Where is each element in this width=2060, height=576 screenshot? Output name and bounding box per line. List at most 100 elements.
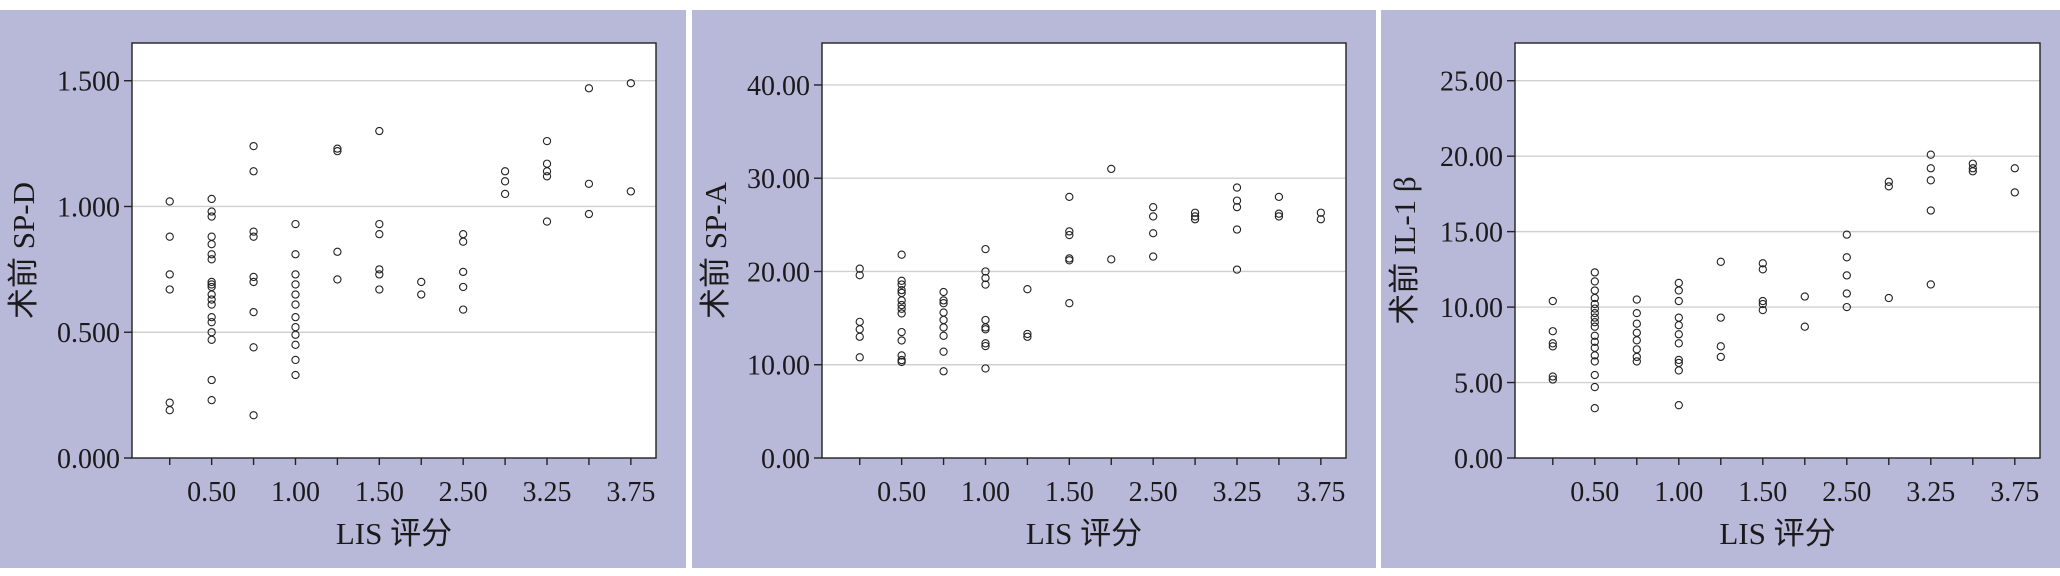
- x-tick-label: 3.75: [1990, 477, 2039, 508]
- data-point: [1316, 208, 1325, 217]
- data-point: [1842, 302, 1851, 312]
- data-point: [1884, 293, 1893, 303]
- data-point: [1149, 212, 1158, 221]
- data-point: [207, 280, 216, 289]
- data-point: [1590, 331, 1599, 340]
- x-tick-label: 1.00: [271, 477, 320, 508]
- plot-area: [1515, 43, 2040, 458]
- data-point: [1590, 313, 1599, 322]
- data-point: [981, 339, 990, 348]
- data-point: [207, 318, 216, 327]
- y-tick-label: 0.00: [1454, 444, 1503, 475]
- data-point: [1842, 230, 1851, 239]
- data-point: [1548, 342, 1557, 351]
- data-point: [1065, 227, 1074, 236]
- data-point: [249, 343, 258, 352]
- data-point: [1548, 372, 1557, 381]
- y-tick-label: 1.000: [57, 192, 120, 223]
- data-point: [1548, 296, 1557, 306]
- data-point: [291, 340, 300, 349]
- x-tick-label: 1.00: [961, 477, 1010, 508]
- data-point: [939, 367, 948, 376]
- data-point: [1632, 336, 1641, 345]
- data-point: [897, 280, 906, 289]
- data-point: [207, 375, 216, 385]
- data-point: [855, 353, 864, 362]
- data-point: [542, 167, 552, 176]
- data-point: [1758, 305, 1767, 315]
- data-point: [165, 197, 174, 206]
- data-point: [1590, 268, 1599, 277]
- x-axis-label: LIS 评分: [1026, 516, 1142, 551]
- data-point: [584, 84, 594, 93]
- data-point: [1758, 296, 1767, 306]
- data-point: [939, 299, 948, 308]
- data-point: [981, 244, 990, 254]
- data-point: [500, 189, 510, 199]
- x-tick-label: 2.50: [1129, 477, 1178, 508]
- data-point: [855, 332, 864, 341]
- data-point: [1674, 286, 1683, 295]
- data-point: [897, 276, 906, 285]
- data-point: [1884, 182, 1893, 191]
- data-point: [291, 330, 300, 339]
- data-point: [1548, 375, 1557, 384]
- data-point: [1716, 257, 1725, 266]
- data-point: [897, 327, 906, 337]
- data-point: [1758, 259, 1767, 268]
- data-point: [1590, 357, 1599, 366]
- chart-panel-3: 0.00 5.00 10.00 15.00 20.00 25.00 0.50 1.00 1.50…: [1381, 10, 2060, 568]
- data-point: [165, 285, 174, 294]
- data-point: [1023, 285, 1032, 294]
- data-point: [1065, 192, 1074, 202]
- data-point: [417, 277, 426, 287]
- y-tick-label: 25.00: [1440, 67, 1503, 98]
- data-point: [375, 126, 384, 136]
- data-point: [207, 313, 216, 322]
- data-point: [207, 290, 216, 299]
- data-point: [1149, 252, 1158, 261]
- data-point: [1632, 319, 1641, 328]
- data-point: [584, 179, 594, 188]
- data-point: [249, 411, 258, 420]
- y-axis-label: 术前 SP-D: [6, 182, 41, 319]
- data-point: [897, 351, 906, 360]
- data-point: [897, 285, 906, 295]
- data-point: [249, 277, 258, 287]
- data-point: [500, 177, 510, 186]
- data-point: [1274, 209, 1284, 218]
- data-point: [249, 167, 258, 176]
- data-point: [2010, 188, 2019, 197]
- data-point: [981, 325, 990, 334]
- y-tick-label: 15.00: [1440, 218, 1503, 249]
- chart-panel-2: 0.00 10.00 20.00 30.00 40.00 0.50 1.00 1.50 2.50…: [692, 10, 1376, 568]
- data-point: [207, 396, 216, 405]
- data-point: [1590, 370, 1599, 380]
- data-point: [939, 347, 948, 356]
- y-tick-label: 5.00: [1454, 369, 1503, 400]
- data-point: [1590, 299, 1599, 309]
- data-point: [897, 357, 906, 367]
- data-point: [500, 167, 510, 176]
- y-tick-label: 30.00: [747, 164, 810, 195]
- data-point: [1800, 292, 1809, 301]
- data-point: [1590, 322, 1599, 331]
- data-point: [207, 300, 216, 309]
- data-point: [2010, 164, 2019, 173]
- data-point: [333, 275, 342, 284]
- data-point: [1842, 289, 1851, 298]
- data-point: [1884, 177, 1893, 186]
- x-axis-label: LIS 评分: [336, 516, 452, 551]
- y-tick-label: 20.00: [747, 257, 810, 288]
- data-point: [1632, 357, 1641, 366]
- data-point: [1590, 293, 1599, 303]
- data-point: [1548, 327, 1557, 336]
- data-point: [1590, 382, 1599, 392]
- data-point: [1590, 318, 1599, 327]
- data-point: [375, 230, 384, 239]
- data-point: [1316, 215, 1325, 224]
- data-point: [207, 295, 216, 304]
- data-point: [1632, 295, 1641, 304]
- data-point: [542, 136, 552, 146]
